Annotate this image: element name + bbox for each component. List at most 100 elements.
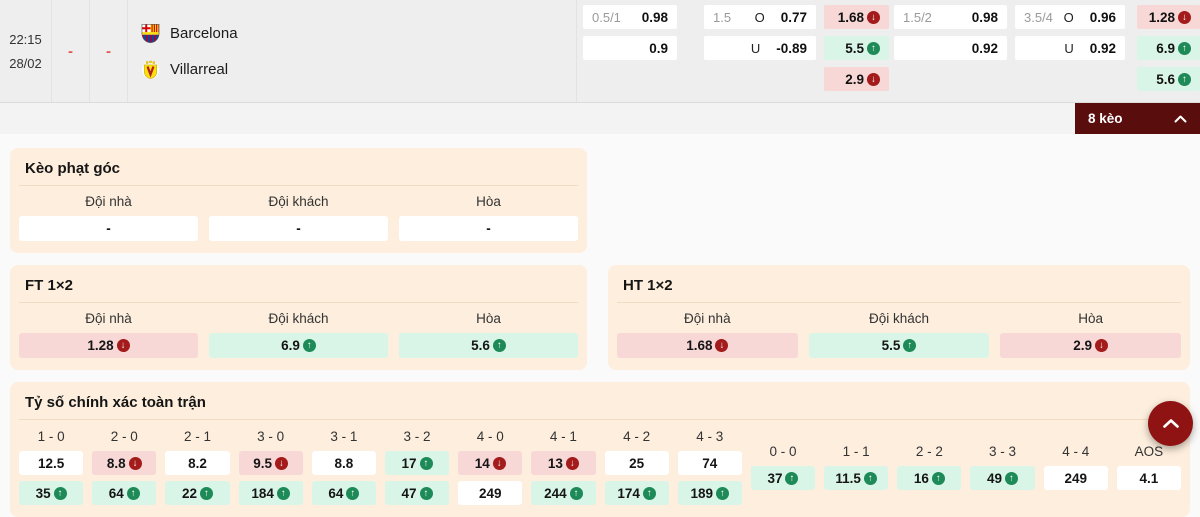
odds-cell[interactable]: 184 — [238, 481, 303, 505]
odds-value: 184 — [251, 485, 274, 501]
trend-icon — [128, 456, 142, 470]
odds-cell-x12-2-draw[interactable]: 5.6 — [1137, 67, 1200, 91]
odds-cell-ah1-home[interactable]: 0.5/1 0.98 — [583, 5, 677, 29]
odds-cell-x12-1-away[interactable]: 5.5 — [824, 36, 889, 60]
odds-cell[interactable]: 37 — [750, 466, 816, 490]
odds-value: 5.6 — [471, 338, 490, 353]
score-label: 0 - 0 — [769, 444, 797, 459]
under-label: U — [1064, 40, 1074, 56]
odds-cell[interactable]: 13 — [531, 451, 596, 475]
score-label: 2 - 0 — [110, 429, 138, 444]
home-team-row[interactable]: Barcelona — [140, 23, 576, 44]
odds-cell[interactable]: 8.8 — [92, 451, 157, 475]
odds-value: 249 — [1064, 470, 1087, 486]
odds-cell-corner-draw[interactable]: - — [399, 216, 578, 241]
odds-cell[interactable]: 14 — [458, 451, 523, 475]
section-title: Kèo phạt góc — [19, 156, 578, 186]
odds-cell[interactable]: 174 — [604, 481, 669, 505]
odds-value: 174 — [617, 485, 640, 501]
odds-cell-x12-2-home[interactable]: 1.28 — [1137, 5, 1200, 29]
odds-cell-ft-home[interactable]: 1.28 — [19, 333, 198, 358]
odds-cell-ou1-under[interactable]: U -0.89 — [704, 36, 816, 60]
odds-cell-x12-1-home[interactable]: 1.68 — [824, 5, 889, 29]
odds-value: 12.5 — [37, 455, 65, 471]
odds-value: 17 — [401, 455, 417, 471]
keo-count-toggle[interactable]: 8 kèo — [1075, 103, 1200, 134]
chevron-up-icon — [1174, 115, 1187, 122]
odds-value: 5.5 — [845, 40, 864, 56]
odds-cell[interactable]: 16 — [897, 466, 962, 490]
home-header: Đội nhà — [85, 311, 132, 326]
odds-cell[interactable]: 249 — [1043, 466, 1108, 490]
odds-cell[interactable]: 25 — [604, 451, 669, 475]
odds-value: 64 — [108, 485, 124, 501]
section-title: HT 1×2 — [617, 273, 1181, 303]
odds-cell[interactable]: 244 — [531, 481, 596, 505]
score-label: 2 - 2 — [915, 444, 943, 459]
score-column-3-1: 3 - 1 8.8 64 — [311, 428, 376, 505]
odds-cell-ht-draw[interactable]: 2.9 — [1000, 333, 1181, 358]
ft-ht-row: FT 1×2 Đội nhà Đội khách Hòa 1.28 6.9 5.… — [10, 265, 1190, 370]
odds-cell-corner-away[interactable]: - — [209, 216, 388, 241]
total-line: 3.5/4 — [1024, 9, 1053, 25]
odds-cell-ou2-over[interactable]: 3.5/4 O 0.96 — [1015, 5, 1125, 29]
odds-value: 22 — [181, 485, 197, 501]
odds-cell-ft-away[interactable]: 6.9 — [209, 333, 388, 358]
odds-cell[interactable]: 22 — [165, 481, 230, 505]
score-column-0-0: 0 - 0 37 — [750, 428, 816, 505]
odds-cell-x12-2-away[interactable]: 6.9 — [1137, 36, 1200, 60]
odds-cell-ft-draw[interactable]: 5.6 — [399, 333, 578, 358]
keo-count-label: 8 kèo — [1088, 111, 1123, 126]
trend-icon — [863, 471, 877, 485]
score-label: 1 - 1 — [842, 444, 870, 459]
odds-cell[interactable]: 64 — [92, 481, 157, 505]
odds-value: 8.2 — [188, 455, 207, 471]
away-team-row[interactable]: Villarreal — [140, 59, 576, 80]
away-team-name: Villarreal — [170, 60, 229, 78]
match-time: 22:15 — [9, 31, 42, 47]
away-header: Đội khách — [268, 194, 329, 209]
odds-cell-x12-1-draw[interactable]: 2.9 — [824, 67, 889, 91]
scroll-to-top-button[interactable] — [1148, 401, 1193, 446]
odds-cell[interactable]: 49 — [970, 466, 1035, 490]
odds-cell[interactable]: 64 — [311, 481, 376, 505]
trend-down-icon — [1178, 10, 1191, 24]
over-label: O — [754, 9, 765, 25]
odds-cell-ou2-under[interactable]: U 0.92 — [1015, 36, 1125, 60]
odds-value: 0.98 — [971, 9, 998, 25]
odds-cell[interactable]: 11.5 — [824, 466, 889, 490]
odds-value: 64 — [328, 485, 344, 501]
odds-cell-corner-home[interactable]: - — [19, 216, 198, 241]
correct-score-card: Tỷ số chính xác toàn trận 1 - 0 12.5 35 … — [10, 382, 1190, 517]
trend-icon — [785, 471, 799, 485]
odds-cell[interactable]: 12.5 — [19, 451, 84, 475]
odds-cell[interactable]: 8.2 — [165, 451, 230, 475]
strip: 8 kèo — [0, 103, 1200, 134]
trend-down-icon — [867, 72, 880, 86]
odds-cell-ah1-away[interactable]: 0.9 — [583, 36, 677, 60]
odds-cells-row: 1.68 5.5 2.9 — [617, 333, 1181, 358]
score-label: AOS — [1134, 444, 1164, 459]
odds-cell[interactable]: 9.5 — [238, 451, 303, 475]
odds-area: 0.5/1 0.98 0.9 1.5 O 0.77 U -0.89 1.68 — [577, 0, 1200, 102]
odds-value: - — [296, 221, 301, 236]
odds-cell[interactable]: 8.8 — [311, 451, 376, 475]
odds-cell[interactable]: 17 — [384, 451, 450, 475]
odds-cell-ht-home[interactable]: 1.68 — [617, 333, 798, 358]
odds-cell[interactable]: 4.1 — [1116, 466, 1181, 490]
odds-cell-ht-away[interactable]: 5.5 — [808, 333, 990, 358]
odds-cell-ah2-home[interactable]: 1.5/2 0.98 — [894, 5, 1007, 29]
odds-sections: Kèo phạt góc Đội nhà Đội khách Hòa - - -… — [0, 134, 1200, 517]
odds-value: 5.6 — [1156, 71, 1175, 87]
barcelona-crest-icon — [141, 23, 160, 43]
odds-cell[interactable]: 189 — [677, 481, 742, 505]
odds-value: 0.92 — [971, 40, 998, 56]
odds-cell[interactable]: 35 — [19, 481, 84, 505]
odds-cell[interactable]: 74 — [677, 451, 742, 475]
odds-cell-ah2-away[interactable]: 0.92 — [894, 36, 1007, 60]
odds-cell-ou1-over[interactable]: 1.5 O 0.77 — [704, 5, 816, 29]
odds-value: 2.9 — [845, 71, 864, 87]
odds-cell[interactable]: 47 — [384, 481, 450, 505]
odds-cell[interactable]: 249 — [458, 481, 523, 505]
odds-value: 49 — [987, 470, 1003, 486]
